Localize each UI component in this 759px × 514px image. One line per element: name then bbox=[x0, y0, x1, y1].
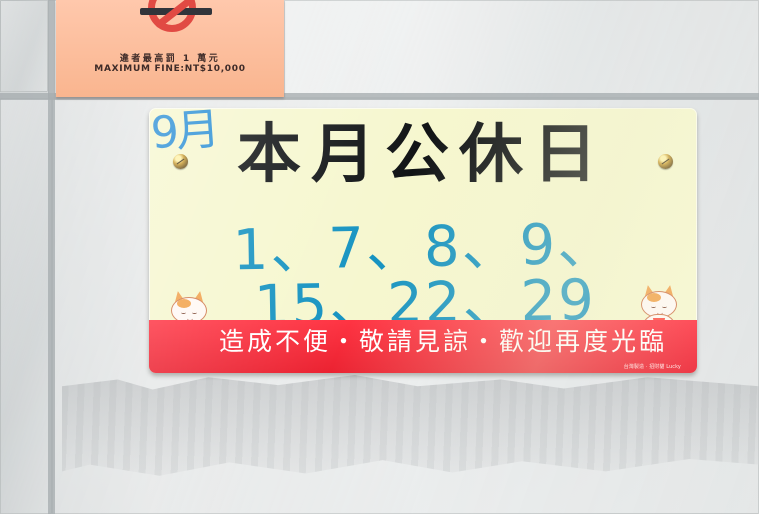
wall-tile bbox=[284, 0, 759, 98]
wall-grout-vertical bbox=[48, 0, 55, 514]
wall-tile bbox=[0, 0, 48, 92]
sorry-welcome-message: 造成不便・敬請見諒・歡迎再度光臨 bbox=[219, 327, 668, 356]
cat-orange-patch bbox=[647, 293, 661, 302]
monthly-holiday-sign: 9月 本月公休日 1、7、8、9、15、22、29 千 客 萬 來 bbox=[149, 108, 697, 373]
cat-orange-patch bbox=[177, 299, 191, 308]
left-screw-icon bbox=[173, 154, 188, 169]
cat-head-icon bbox=[641, 291, 677, 318]
fine-chinese-text: 違者最高罰 1 萬元 bbox=[119, 54, 221, 64]
handwritten-closing-days: 1、7、8、9、15、22、29 bbox=[232, 211, 616, 339]
cat-head-icon bbox=[171, 297, 207, 324]
peeled-adhesive-residue bbox=[62, 375, 759, 476]
cat-eye-icon bbox=[651, 305, 656, 308]
no-smoking-fine-sign: 違者最高罰 1 萬元 MAXIMUM FINE:NT$10,000 bbox=[56, 0, 284, 97]
sign-manufacturer-credit: 台灣製造 · 招財貓 Lucky bbox=[623, 364, 681, 370]
holiday-sign-title: 本月公休日 bbox=[237, 118, 607, 192]
right-screw-icon bbox=[658, 154, 673, 169]
wall-grout-horizontal bbox=[0, 93, 759, 100]
wall-tile bbox=[0, 98, 52, 514]
cat-eye-icon bbox=[662, 305, 667, 308]
cat-eye-icon bbox=[192, 311, 197, 314]
red-message-banner: 造成不便・敬請見諒・歡迎再度光臨 台灣製造 · 招財貓 Lucky bbox=[149, 320, 697, 373]
no-smoking-icon bbox=[148, 0, 196, 32]
cat-eye-icon bbox=[181, 311, 186, 314]
fine-english-text: MAXIMUM FINE:NT$10,000 bbox=[94, 64, 246, 74]
